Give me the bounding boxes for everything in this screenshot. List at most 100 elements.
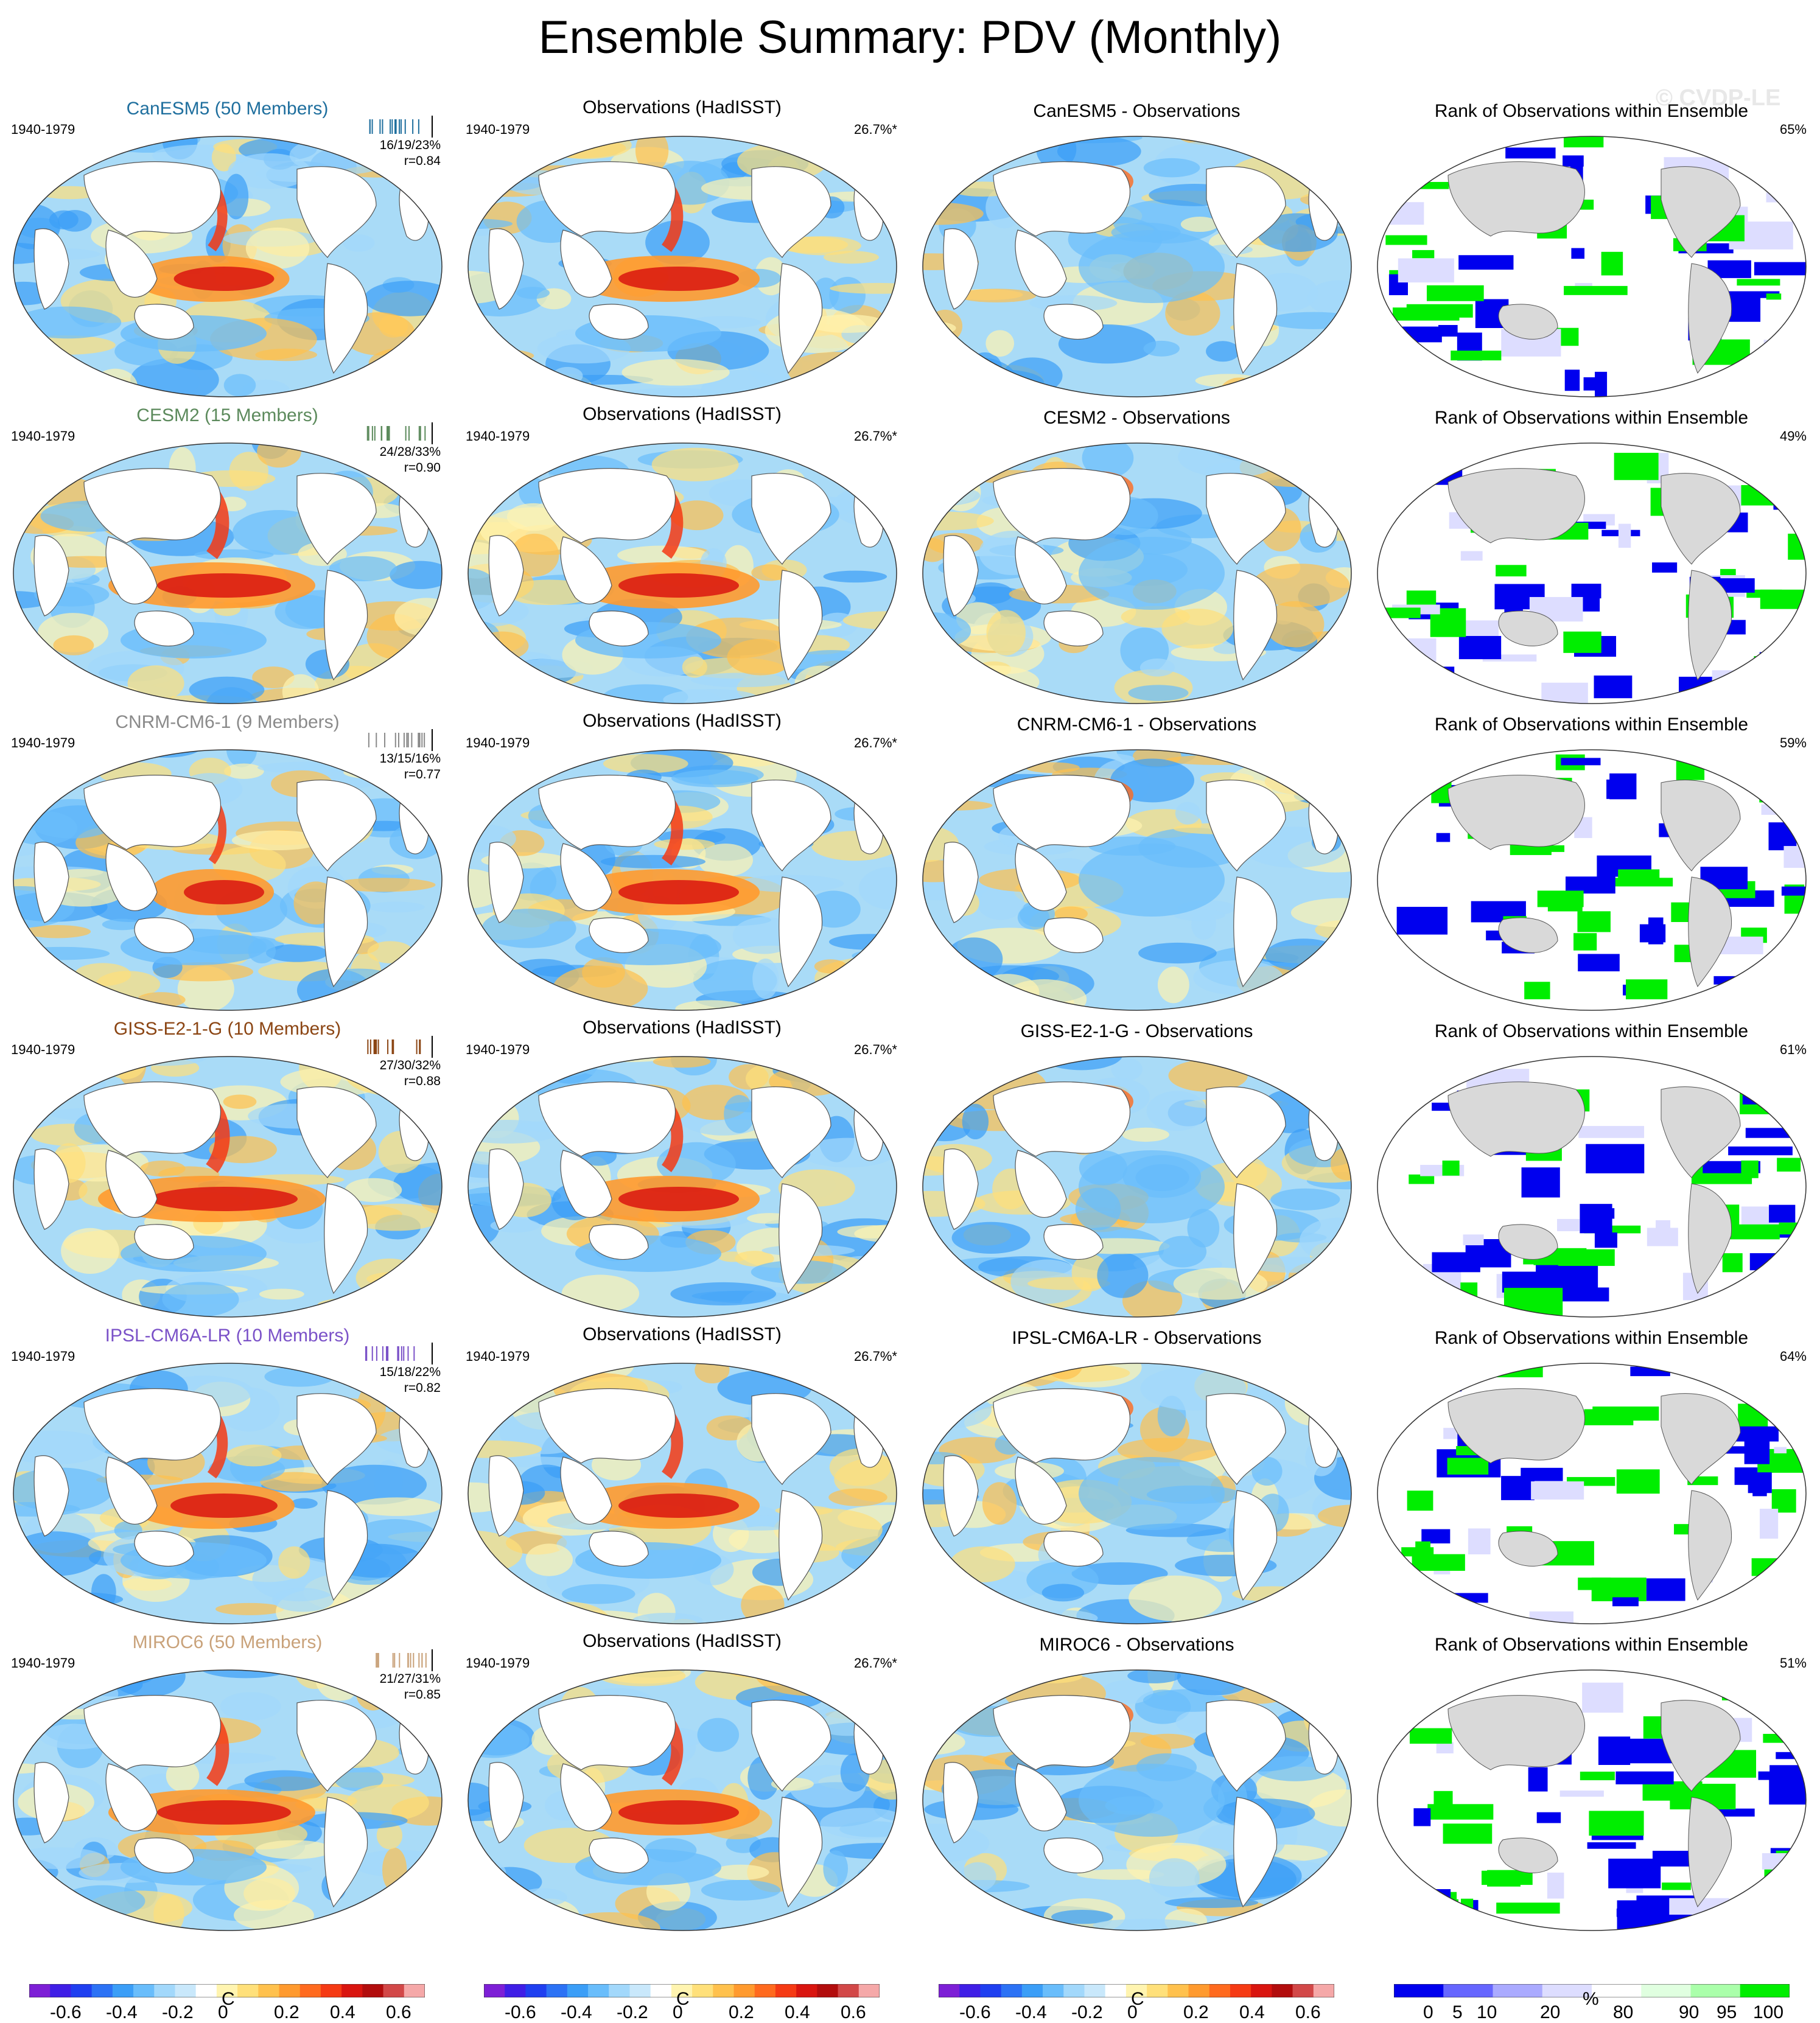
period-label: 1940-1979 <box>11 122 75 137</box>
colorbar-tick-label: 0 <box>673 2002 683 2022</box>
model-panel: CESM2 (15 Members) 1940-1979 24/28/33% r=0.… <box>0 404 455 711</box>
model-panel: CNRM-CM6-1 (9 Members) 1940-1979 13/15/16%… <box>0 711 455 1018</box>
colorbar-tick-label: -0.4 <box>1015 2002 1047 2022</box>
colorbar-unit: C <box>1131 1989 1144 2009</box>
world-map <box>13 136 443 397</box>
colorbar-tick-label: 0.6 <box>1295 2002 1321 2022</box>
member-spread-ticks <box>366 422 433 444</box>
colorbar-tick-label: 0.4 <box>785 2002 810 2022</box>
world-map <box>922 442 1352 704</box>
rank-title: Rank of Observations within Ensemble <box>1434 101 1749 121</box>
rank-percent: 64% <box>1779 1349 1807 1364</box>
colorbar-tick-label: 20 <box>1540 2002 1561 2022</box>
model-title: CNRM-CM6-1 (9 Members) <box>115 712 340 732</box>
world-map <box>1377 1363 1807 1624</box>
rank-title: Rank of Observations within Ensemble <box>1434 715 1749 735</box>
observed-variance: 26.7%* <box>854 1042 897 1057</box>
difference-panel: IPSL-CM6A-LR - Observations <box>909 1324 1364 1631</box>
colorbar-tick-label: 0.2 <box>274 2002 299 2022</box>
world-map <box>13 749 443 1011</box>
world-map <box>1377 1669 1807 1931</box>
rank-colorbar <box>1394 1984 1790 1997</box>
world-map <box>1377 442 1807 704</box>
variance-stats: 21/27/31% r=0.85 <box>341 1671 441 1703</box>
rank-panel: Rank of Observations within Ensemble 49% <box>1364 404 1819 711</box>
difference-panel: GISS-E2-1-G - Observations <box>909 1018 1364 1324</box>
rank-percent: 61% <box>1779 1042 1807 1057</box>
colorbar-tick-label: 0 <box>218 2002 228 2022</box>
world-map <box>13 442 443 704</box>
pattern-correlation: r=0.84 <box>404 154 441 168</box>
member-spread-ticks <box>365 1343 433 1364</box>
world-map <box>922 1669 1352 1931</box>
difference-panel: MIROC6 - Observations <box>909 1631 1364 1938</box>
observations-title: Observations (HadISST) <box>583 711 782 731</box>
pattern-correlation: r=0.90 <box>404 461 441 475</box>
variance-range: 21/27/31% <box>379 1672 441 1686</box>
rank-percent: 65% <box>1779 122 1807 137</box>
member-spread-ticks <box>369 116 433 138</box>
world-map <box>467 442 897 704</box>
period-label: 1940-1979 <box>466 735 530 750</box>
rank-panel: Rank of Observations within Ensemble 65% <box>1364 97 1819 404</box>
variance-range: 13/15/16% <box>379 752 441 766</box>
difference-title: CNRM-CM6-1 - Observations <box>1017 715 1257 735</box>
colorbar-unit: C <box>676 1989 690 2009</box>
model-title: IPSL-CM6A-LR (10 Members) <box>105 1326 350 1346</box>
pattern-correlation: r=0.82 <box>404 1381 441 1395</box>
pattern-correlation: r=0.85 <box>404 1688 441 1702</box>
period-label: 1940-1979 <box>11 428 75 444</box>
temperature-colorbar <box>29 1984 425 1997</box>
world-map <box>467 749 897 1011</box>
colorbar-tick-label: 0 <box>1423 2002 1433 2022</box>
world-map <box>922 1363 1352 1624</box>
model-title: CanESM5 (50 Members) <box>126 99 329 119</box>
rank-panel: Rank of Observations within Ensemble 64% <box>1364 1324 1819 1631</box>
model-title: CESM2 (15 Members) <box>136 405 318 425</box>
world-map <box>467 1056 897 1318</box>
colorbar-tick-label: -0.2 <box>162 2002 194 2022</box>
colorbar-unit: % <box>1583 1989 1599 2009</box>
world-map <box>922 1056 1352 1318</box>
observed-variance: 26.7%* <box>854 1655 897 1671</box>
world-map <box>467 1669 897 1931</box>
rank-panel: Rank of Observations within Ensemble 61% <box>1364 1018 1819 1324</box>
observations-panel: Observations (HadISST) 1940-1979 26.7%* <box>455 97 909 404</box>
pattern-correlation: r=0.77 <box>404 767 441 781</box>
member-spread-ticks <box>368 729 433 751</box>
world-map <box>13 1056 443 1318</box>
observations-title: Observations (HadISST) <box>583 1018 782 1038</box>
colorbar-tick-label: 0.2 <box>729 2002 754 2022</box>
rank-title: Rank of Observations within Ensemble <box>1434 408 1749 428</box>
colorbar-tick-label: 80 <box>1613 2002 1634 2022</box>
observations-panel: Observations (HadISST) 1940-1979 26.7%* <box>455 711 909 1018</box>
model-panel: CanESM5 (50 Members) 1940-1979 16/19/23% r=… <box>0 97 455 404</box>
colorbar-tick-label: -0.6 <box>959 2002 991 2022</box>
figure-title: Ensemble Summary: PDV (Monthly) <box>538 12 1282 63</box>
temperature-colorbar <box>484 1984 880 1997</box>
colorbar-tick-label: -0.6 <box>505 2002 536 2022</box>
observations-panel: Observations (HadISST) 1940-1979 26.7%* <box>455 1631 909 1938</box>
observations-panel: Observations (HadISST) 1940-1979 26.7%* <box>455 404 909 711</box>
colorbar-tick-label: -0.4 <box>561 2002 592 2022</box>
colorbar-tick-label: 0.6 <box>841 2002 866 2022</box>
temperature-colorbar <box>939 1984 1334 1997</box>
world-map <box>467 136 897 397</box>
rank-percent: 49% <box>1779 428 1807 444</box>
world-map <box>922 749 1352 1011</box>
observed-variance: 26.7%* <box>854 122 897 137</box>
period-label: 1940-1979 <box>466 1042 530 1057</box>
colorbar-tick-label: 0.4 <box>330 2002 355 2022</box>
period-label: 1940-1979 <box>11 735 75 750</box>
rank-title: Rank of Observations within Ensemble <box>1434 1021 1749 1041</box>
variance-range: 27/30/32% <box>379 1058 441 1072</box>
difference-title: CanESM5 - Observations <box>1033 101 1241 121</box>
difference-panel: CESM2 - Observations <box>909 404 1364 711</box>
period-label: 1940-1979 <box>466 122 530 137</box>
world-map <box>1377 749 1807 1011</box>
rank-title: Rank of Observations within Ensemble <box>1434 1328 1749 1348</box>
colorbar-tick-label: -0.4 <box>106 2002 138 2022</box>
colorbar-tick-label: 95 <box>1717 2002 1737 2022</box>
colorbar-tick-label: 10 <box>1477 2002 1497 2022</box>
